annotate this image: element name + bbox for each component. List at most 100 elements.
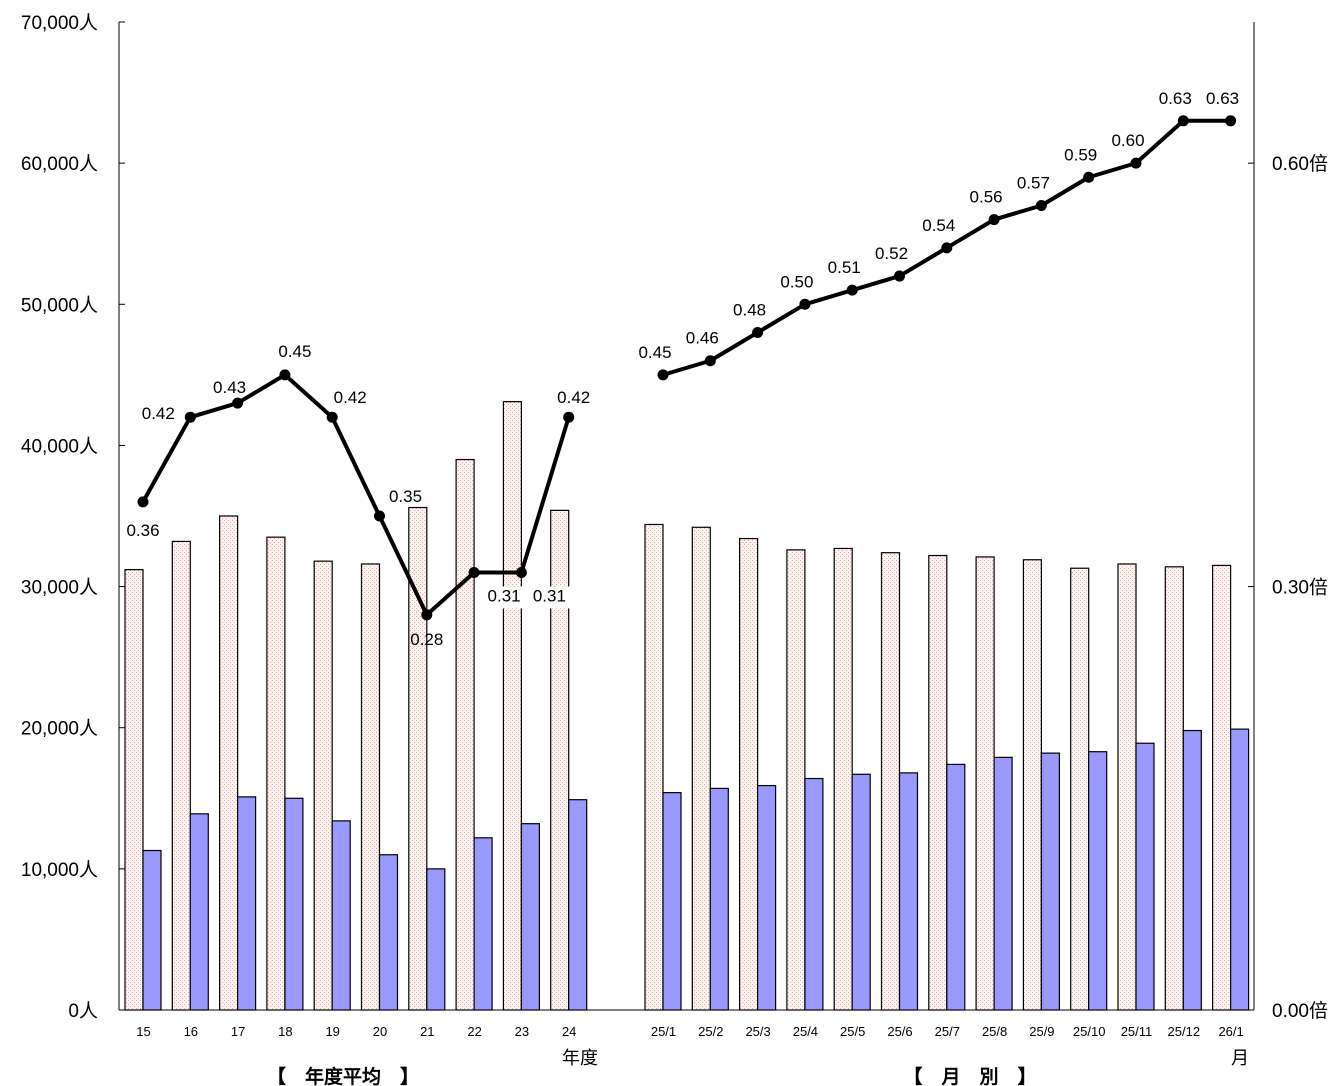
bar-series-2 — [1040, 752, 1061, 1011]
x-tick-label: 25/11 — [1121, 1024, 1153, 1039]
bar-series-2 — [804, 777, 824, 1011]
ratio-marker — [279, 369, 291, 381]
bar-series-1 — [219, 515, 239, 1011]
left-axis-tick-label: 40,000人 — [21, 435, 98, 457]
ratio-marker — [988, 214, 1000, 226]
x-tick-label: 25/5 — [840, 1024, 865, 1039]
ratio-data-label: 0.31 — [533, 586, 566, 605]
bar-series-1 — [1164, 566, 1184, 1011]
x-tick-label: 25/4 — [793, 1024, 818, 1039]
bar-series-2 — [378, 854, 399, 1011]
bar-series-1 — [124, 569, 144, 1011]
x-tick-label: 20 — [373, 1024, 387, 1039]
ratio-marker — [846, 284, 858, 296]
left-axis-tick-label: 20,000人 — [21, 718, 98, 740]
bar-series-1 — [1070, 567, 1090, 1011]
right-axis-tick-label: 0.30倍 — [1272, 577, 1328, 599]
ratio-marker — [1225, 115, 1237, 127]
ratio-data-label: 0.31 — [488, 586, 521, 605]
ratio-marker — [1177, 115, 1189, 127]
bar-series-1 — [880, 552, 901, 1011]
ratio-data-label: 0.43 — [213, 378, 246, 397]
ratio-data-label: 0.45 — [278, 342, 311, 361]
x-tick-label: 23 — [515, 1024, 529, 1039]
x-tick-label: 25/6 — [887, 1024, 912, 1039]
bar-series-1 — [1117, 563, 1137, 1011]
ratio-data-label: 0.36 — [126, 521, 159, 540]
ratio-data-label: 0.57 — [1017, 173, 1050, 192]
axes-layer — [118, 22, 1255, 1011]
x-tick-label: 22 — [467, 1024, 481, 1039]
x-tick-label: 25/2 — [698, 1024, 723, 1039]
ticks-layer: 0人 10,000人 20,000人 30,000人 40,000人 50,000人 60,… — [21, 12, 1328, 1039]
bar-series-1 — [738, 537, 759, 1011]
bar-series-1 — [266, 536, 286, 1011]
bar-series-2 — [568, 799, 588, 1011]
x-tick-label: 18 — [278, 1024, 292, 1039]
ratio-data-label: 0.45 — [638, 343, 671, 362]
data-label-background — [482, 586, 527, 609]
bar-series-2 — [1182, 729, 1202, 1011]
ratio-marker — [941, 242, 953, 254]
bar-series-2 — [520, 823, 541, 1011]
x-axis-label-fiscal-year: 年度 — [562, 1048, 598, 1068]
ratio-marker — [421, 609, 433, 621]
x-tick-label: 24 — [562, 1024, 576, 1039]
ratio-marker — [374, 510, 385, 522]
left-axis-tick-label: 30,000人 — [21, 577, 98, 599]
x-tick-label: 25/7 — [935, 1024, 960, 1039]
x-tick-label: 15 — [136, 1024, 150, 1039]
bar-series-2 — [189, 813, 209, 1011]
bar-series-2 — [662, 792, 682, 1011]
ratio-data-label: 0.42 — [142, 404, 175, 423]
bar-series-2 — [851, 773, 871, 1011]
ratio-marker — [326, 411, 338, 423]
bar-series-1 — [360, 563, 381, 1011]
bar-series-1 — [975, 556, 995, 1011]
ratio-data-label: 0.56 — [970, 188, 1003, 207]
right-axis-tick-label: 0.60倍 — [1272, 153, 1328, 175]
ratio-data-label: 0.42 — [334, 388, 367, 407]
bar-series-1 — [502, 401, 522, 1011]
ratio-data-label: 0.42 — [557, 388, 590, 407]
left-axis-tick-label: 50,000人 — [21, 294, 98, 316]
ratio-marker — [515, 566, 527, 578]
x-tick-label: 17 — [231, 1024, 245, 1039]
x-tick-label: 25/1 — [651, 1024, 676, 1039]
ratio-marker — [184, 411, 196, 423]
ratio-line-layer — [137, 115, 1237, 621]
bar-series-2 — [946, 763, 966, 1011]
ratio-data-label: 0.54 — [922, 216, 955, 235]
x-tick-label: 26/1 — [1218, 1024, 1243, 1039]
group-label-monthly: 【 月 別 】 — [903, 1065, 1036, 1086]
ratio-data-label: 0.63 — [1159, 89, 1192, 108]
x-tick-label: 21 — [420, 1024, 434, 1039]
x-tick-label: 25/8 — [982, 1024, 1007, 1039]
ratio-data-label: 0.50 — [780, 272, 813, 291]
bar-series-1 — [691, 526, 711, 1011]
left-axis-tick-label: 0人 — [68, 1000, 98, 1022]
bar-series-1 — [313, 560, 333, 1011]
ratio-marker — [468, 566, 480, 578]
right-axis-tick-label: 0.00倍 — [1272, 1000, 1328, 1022]
bar-series-2 — [709, 787, 729, 1011]
ratio-data-label: 0.28 — [410, 630, 443, 649]
bar-series-1 — [786, 549, 806, 1011]
bars-layer — [124, 401, 1250, 1011]
x-tick-label: 25/9 — [1029, 1024, 1054, 1039]
ratio-marker — [232, 397, 244, 409]
ratio-marker — [1130, 157, 1142, 169]
bar-series-2 — [756, 784, 777, 1011]
ratio-marker — [894, 270, 905, 282]
data-label-background — [527, 586, 572, 609]
bar-series-2 — [426, 868, 446, 1011]
bar-series-1 — [1022, 559, 1043, 1011]
ratio-data-label: 0.52 — [875, 244, 908, 263]
bar-series-1 — [550, 509, 570, 1011]
x-tick-label: 16 — [184, 1024, 198, 1039]
bar-series-1 — [455, 458, 475, 1011]
ratio-data-label: 0.35 — [389, 487, 422, 506]
bar-series-1 — [928, 554, 948, 1011]
ratio-marker — [799, 298, 811, 310]
group-label-fiscal-year-average: 【 年度平均 】 — [267, 1065, 419, 1086]
